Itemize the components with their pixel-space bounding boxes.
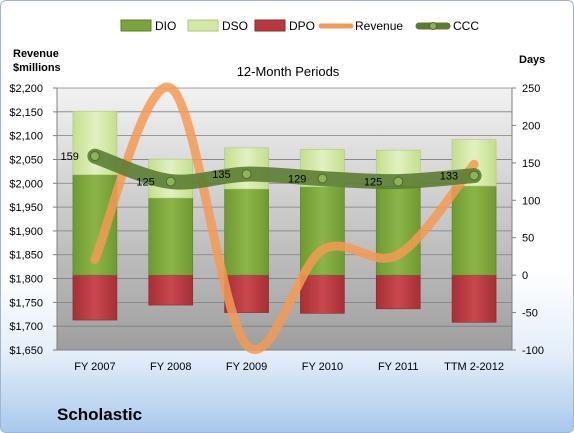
y-right-tick-label: -100 xyxy=(522,345,544,357)
ccc-data-label: 159 xyxy=(61,151,79,163)
ccc-data-label: 133 xyxy=(440,171,458,183)
x-tick-label: FY 2008 xyxy=(150,361,191,373)
bar-dpo xyxy=(300,274,345,314)
y-right-tick-label: -50 xyxy=(522,308,538,320)
ccc-data-label: 129 xyxy=(288,174,306,186)
x-tick-label: FY 2009 xyxy=(226,361,267,373)
ccc-line xyxy=(87,148,482,190)
bar-dpo xyxy=(375,274,421,310)
bar-dpo xyxy=(148,274,194,306)
y-right-tick-label: 0 xyxy=(522,270,528,282)
y-left-tick-label: $2,050 xyxy=(9,154,43,166)
company-name: Scholastic xyxy=(57,405,143,424)
x-tick-label: FY 2011 xyxy=(378,361,419,373)
x-tick-label: TTM 2-2012 xyxy=(444,361,504,373)
y-right-tick-label: 150 xyxy=(522,158,540,170)
x-tick-label: FY 2007 xyxy=(74,361,115,373)
y-left-tick-label: $2,000 xyxy=(9,178,43,190)
y-left-tick-label: $1,900 xyxy=(9,226,43,238)
ccc-point xyxy=(89,151,100,162)
bar-dpo xyxy=(72,274,118,321)
legend-label-dso: DSO xyxy=(222,19,248,33)
ccc-point xyxy=(241,169,252,180)
legend-swatch-dso xyxy=(187,19,219,32)
y-left-tick-label: $1,950 xyxy=(9,202,43,214)
bar-dio xyxy=(148,197,194,276)
ccc-data-label: 135 xyxy=(212,169,230,181)
y-left-tick-label: $1,750 xyxy=(9,297,43,309)
y-left-tick-label: $2,100 xyxy=(9,131,43,143)
legend-label-ccc: CCC xyxy=(453,19,479,33)
y-right-tick-label: 250 xyxy=(522,83,540,95)
y-right-tick-label: 50 xyxy=(522,233,534,245)
legend-swatch-dpo xyxy=(254,19,286,32)
y-left-tick-label: $2,200 xyxy=(9,83,43,95)
chart-title: 12-Month Periods xyxy=(237,64,340,79)
ccc-data-label: 125 xyxy=(364,177,382,189)
bar-dio xyxy=(451,185,497,276)
y-left-tick-label: $1,650 xyxy=(9,345,43,357)
x-tick-label: FY 2010 xyxy=(302,361,343,373)
legend-label-dpo: DPO xyxy=(289,19,315,33)
ccc-point xyxy=(393,176,404,187)
legend-marker-ccc xyxy=(429,22,437,30)
y-left-tick-label: $2,150 xyxy=(9,107,43,119)
y-left-tick-label: $1,800 xyxy=(9,274,43,286)
bar-dpo xyxy=(451,274,497,323)
legend-label-dio: DIO xyxy=(155,19,176,33)
y-left-tick-label: $1,700 xyxy=(9,321,43,333)
ccc-point xyxy=(469,170,480,181)
revenue-line xyxy=(90,82,479,354)
y-right-tick-label: 100 xyxy=(522,195,540,207)
ccc-data-label: 125 xyxy=(136,177,154,189)
bar-dio xyxy=(224,188,269,276)
y-right-tick-label: 200 xyxy=(522,120,540,132)
y-axis-left-label: Revenue $millions xyxy=(13,48,61,74)
legend-label-revenue: Revenue xyxy=(355,19,403,33)
ccc-point xyxy=(317,173,328,184)
y-left-tick-label: $1,850 xyxy=(9,250,43,262)
ccc-point xyxy=(165,176,176,187)
y-axis-right-label: Days xyxy=(519,54,545,66)
legend-swatch-dio xyxy=(120,19,152,32)
